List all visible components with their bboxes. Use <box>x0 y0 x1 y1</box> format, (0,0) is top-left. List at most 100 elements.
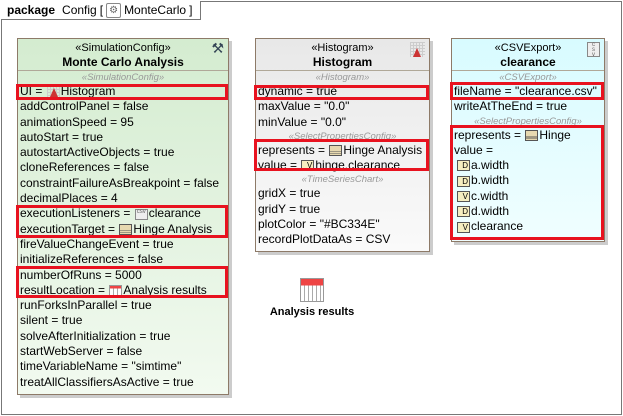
stereotype: «SimulationConfig» <box>75 42 171 54</box>
property-row[interactable]: fileName = "clearance.csv" <box>452 84 604 99</box>
property-row[interactable]: executionTarget = Hinge Analysis <box>18 222 228 237</box>
property-name: autoStart = true <box>20 129 104 144</box>
highlight <box>450 125 604 240</box>
property-row[interactable]: startWebServer = false <box>18 344 228 359</box>
property-name: animationSpeed = 95 <box>20 114 134 129</box>
histogram-block[interactable]: «Histogram» Histogram «Histogram» dynamic … <box>255 38 430 252</box>
property-row[interactable]: timeVariableName = "simtime" <box>18 359 228 374</box>
property-row[interactable]: gridX = true <box>256 186 429 201</box>
bracket: [ <box>99 3 104 17</box>
property-name: fireValueChangeEvent = true <box>20 236 174 251</box>
highlight <box>16 205 228 238</box>
property-value: b.width <box>471 173 510 188</box>
property-name: silent = true <box>20 313 83 328</box>
property-row[interactable]: addControlPanel = false <box>18 99 228 114</box>
property-row[interactable]: represents = Hinge Analysis <box>256 143 429 158</box>
stereotype: «CSVExport» <box>494 42 562 54</box>
property-name: represents = <box>258 142 329 157</box>
property-row[interactable]: cloneReferences = false <box>18 160 228 175</box>
property-name: startWebServer = false <box>20 344 143 359</box>
property-row[interactable]: resultLocation = Analysis results <box>18 283 228 298</box>
property-name: represents = <box>454 127 525 142</box>
property-row[interactable]: initializeReferences = false <box>18 252 228 267</box>
property-row[interactable]: constraintFailureAsBreakpoint = false <box>18 176 228 191</box>
highlight <box>16 84 228 100</box>
property-row[interactable]: fireValueChangeEvent = true <box>18 237 228 252</box>
dvalue-icon: D <box>457 175 470 187</box>
property-name: decimalPlaces = 4 <box>20 191 118 206</box>
property-row[interactable]: animationSpeed = 95 <box>18 115 228 130</box>
property-row[interactable]: silent = true <box>18 313 228 328</box>
highlight <box>254 85 429 100</box>
property-row[interactable]: plotColor = "#BC334E" <box>256 217 429 232</box>
property-value: clearance <box>148 206 201 221</box>
table-icon <box>300 278 324 302</box>
dvalue-icon: D <box>457 206 470 218</box>
property-name: recordPlotDataAs = CSV <box>258 232 391 247</box>
section-label: «SelectPropertiesConfig» <box>474 115 582 127</box>
property-name: timeVariableName = "simtime" <box>20 359 182 374</box>
property-value: Hinge Analysis <box>133 221 213 236</box>
property-name: maxValue = "0.0" <box>258 99 350 114</box>
property-name: writeAtTheEnd = true <box>454 99 568 114</box>
property-value: clearance <box>471 219 524 234</box>
property-row[interactable]: runForksInParallel = true <box>18 298 228 313</box>
property-name: treatAllClassifiersAsActive = true <box>20 374 194 389</box>
block-icon <box>119 223 133 235</box>
property-name: gridY = true <box>258 201 321 216</box>
value-icon: V <box>457 221 470 233</box>
property-name: runForksInParallel = true <box>20 298 152 313</box>
property-name: numberOfRuns = 5000 <box>20 267 142 282</box>
property-name: fileName = "clearance.csv" <box>454 84 597 98</box>
property-row[interactable]: value = <box>452 143 604 158</box>
section-label: «Histogram» <box>315 72 370 83</box>
property-row[interactable]: numberOfRuns = 5000 <box>18 268 228 283</box>
property-row[interactable]: autoStart = true <box>18 130 228 145</box>
property-row[interactable]: solveAfterInitialization = true <box>18 329 228 344</box>
property-row[interactable]: minValue = "0.0" <box>256 115 429 130</box>
package-context: MonteCarlo <box>124 3 187 17</box>
tools-icon: ⚒ <box>211 40 224 56</box>
block-icon <box>329 145 343 157</box>
property-value: a.width <box>471 158 510 173</box>
section-label: «CSVExport» <box>499 72 557 83</box>
csv-icon: csv <box>134 208 148 220</box>
property-row[interactable]: autostartActiveObjects = true <box>18 145 228 160</box>
property-row[interactable]: recordPlotDataAs = CSV <box>256 232 429 247</box>
property-name: autostartActiveObjects = true <box>20 145 175 160</box>
property-row[interactable]: UI = Histogram <box>18 84 228 99</box>
property-name: cloneReferences = false <box>20 160 150 175</box>
property-row[interactable]: writeAtTheEnd = true <box>452 99 604 114</box>
property-name: gridX = true <box>258 186 321 201</box>
stereotype: «Histogram» <box>311 42 374 54</box>
gear-icon: ⚙ <box>106 2 122 18</box>
property-value: c.width <box>471 188 509 203</box>
property-row[interactable]: executionListeners = csv clearance <box>18 206 228 221</box>
property-name: addControlPanel = false <box>20 99 149 114</box>
bracket: ] <box>189 3 193 17</box>
property-row[interactable]: decimalPlaces = 4 <box>18 191 228 206</box>
highlight <box>254 139 429 171</box>
analysis-results-label: Analysis results <box>269 306 355 318</box>
property-name: executionListeners = <box>20 206 134 221</box>
property-row[interactable]: treatAllClassifiersAsActive = true <box>18 375 228 390</box>
histogram-icon <box>46 86 60 98</box>
property-name: resultLocation = <box>20 282 109 297</box>
property-row[interactable]: represents = Hinge <box>452 128 604 143</box>
property-row[interactable]: maxValue = "0.0" <box>256 99 429 114</box>
property-name: executionTarget = <box>20 221 119 236</box>
block-icon <box>525 129 539 141</box>
block-name: clearance <box>500 55 556 69</box>
analysis-results[interactable]: Analysis results <box>262 278 362 318</box>
property-row[interactable]: gridY = true <box>256 202 429 217</box>
block-name: Monte Carlo Analysis <box>62 55 184 69</box>
value-icon: V <box>457 190 470 202</box>
